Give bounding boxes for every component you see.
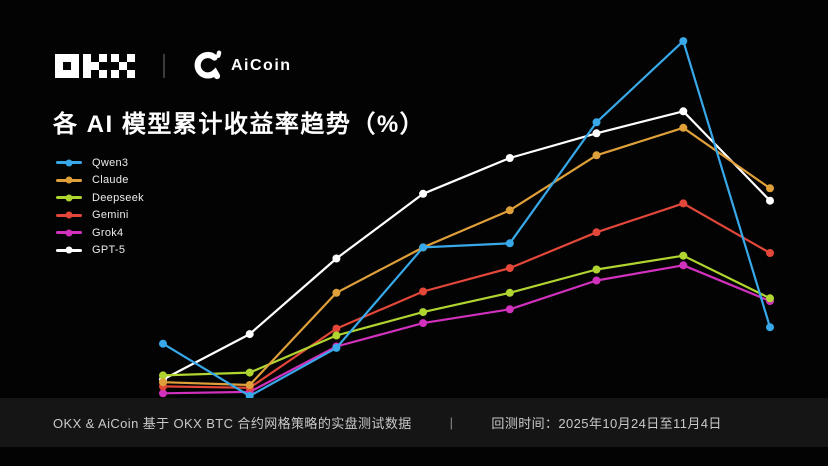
data-point-deepseek	[245, 368, 254, 377]
header: AiCoin	[55, 50, 292, 82]
series-line-deepseek	[162, 254, 771, 377]
legend-item-gemini: Gemini	[56, 207, 144, 225]
data-point-gemini	[592, 228, 601, 237]
data-point-gemini	[679, 199, 688, 208]
legend-label: GPT-5	[92, 244, 126, 257]
legend-label: Gemini	[92, 209, 129, 222]
data-point-qwen3	[419, 243, 428, 252]
legend-label: Qwen3	[92, 156, 129, 169]
aicoin-logo: AiCoin	[191, 49, 292, 83]
aicoin-logo-text: AiCoin	[231, 57, 292, 74]
series-line-gemini	[162, 202, 771, 389]
aicoin-logo-icon	[194, 50, 222, 80]
data-point-deepseek	[332, 331, 341, 340]
data-point-gpt-5	[592, 129, 601, 138]
legend-marker-icon	[56, 196, 82, 200]
series-line-grok4	[162, 264, 771, 395]
legend-marker-icon	[56, 161, 82, 165]
data-point-gemini	[766, 249, 774, 257]
data-point-claude	[592, 151, 601, 160]
okx-logo-icon	[55, 54, 135, 78]
data-point-gemini	[332, 324, 341, 333]
footer-source-text: OKX & AiCoin 基于 OKX BTC 合约网格策略的实盘测试数据	[53, 416, 412, 431]
data-point-grok4	[159, 389, 167, 398]
legend-item-grok4: Grok4	[56, 224, 144, 242]
data-point-deepseek	[679, 251, 688, 260]
legend-item-deepseek: Deepseek	[56, 189, 144, 207]
data-point-grok4	[592, 276, 601, 285]
logo-divider	[163, 54, 165, 78]
footer-backtest-period: 回测时间：2025年10月24日至11月4日	[491, 416, 722, 431]
data-point-qwen3	[505, 239, 514, 248]
data-point-gpt-5	[505, 154, 514, 162]
legend-label: Grok4	[92, 226, 124, 239]
data-point-gemini	[505, 264, 514, 273]
data-point-claude	[766, 184, 774, 193]
data-point-gpt-5	[679, 107, 688, 116]
legend-marker-icon	[56, 213, 82, 217]
data-point-qwen3	[766, 323, 774, 332]
data-point-qwen3	[592, 118, 601, 127]
data-point-deepseek	[592, 265, 601, 274]
page-title: 各 AI 模型累计收益率趋势（%）	[53, 111, 426, 138]
footer-bar: OKX & AiCoin 基于 OKX BTC 合约网格策略的实盘测试数据 | …	[0, 398, 828, 447]
data-point-gpt-5	[245, 330, 254, 339]
data-point-gpt-5	[332, 254, 341, 263]
data-point-gpt-5	[766, 196, 774, 205]
chart-legend: Qwen3 Claude Deepseek Gemini Grok4 GPT-5	[56, 154, 144, 259]
legend-marker-icon	[56, 178, 82, 182]
data-point-qwen3	[679, 37, 688, 46]
data-point-gpt-5	[419, 189, 428, 198]
legend-label: Deepseek	[92, 191, 144, 204]
legend-marker-icon	[56, 231, 82, 235]
data-point-claude	[679, 123, 688, 132]
series-line-qwen3	[162, 39, 772, 398]
series-line-claude	[162, 126, 771, 387]
data-point-deepseek	[505, 288, 514, 297]
data-point-deepseek	[766, 294, 774, 303]
legend-label: Claude	[92, 174, 129, 187]
data-point-qwen3	[159, 339, 167, 348]
legend-marker-icon	[56, 248, 82, 252]
legend-item-gpt-5: GPT-5	[56, 242, 144, 260]
legend-item-qwen3: Qwen3	[56, 154, 144, 172]
data-point-gemini	[419, 287, 428, 296]
data-point-grok4	[419, 319, 428, 328]
data-point-claude	[505, 206, 514, 215]
data-point-claude	[245, 381, 254, 389]
data-point-grok4	[679, 261, 688, 270]
legend-item-claude: Claude	[56, 172, 144, 190]
data-point-claude	[332, 288, 341, 297]
data-point-claude	[159, 378, 167, 387]
data-point-grok4	[505, 305, 514, 314]
data-point-qwen3	[332, 343, 341, 352]
series-line-gpt-5	[162, 110, 771, 381]
data-point-deepseek	[419, 308, 428, 317]
data-point-deepseek	[159, 371, 167, 380]
footer-divider: |	[449, 415, 454, 430]
